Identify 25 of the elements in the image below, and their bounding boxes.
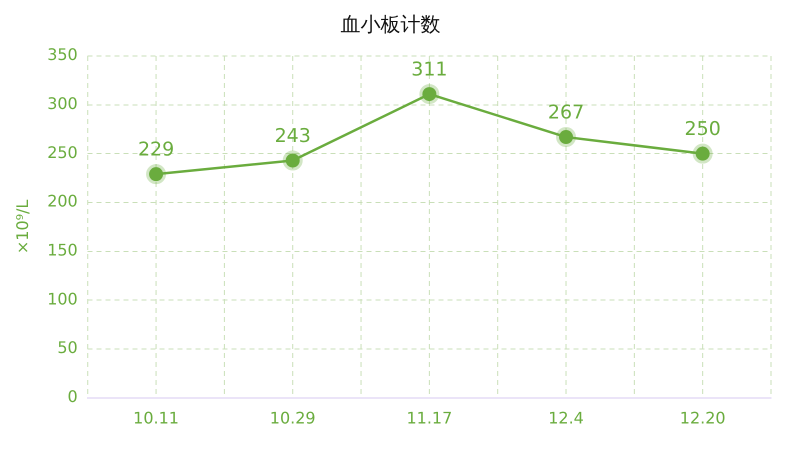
data-label: 267 bbox=[548, 101, 584, 124]
y-tick-label: 100 bbox=[47, 289, 78, 308]
y-tick-label: 300 bbox=[47, 94, 78, 113]
y-tick-label: 0 bbox=[68, 386, 78, 406]
data-label: 250 bbox=[684, 118, 721, 140]
data-label: 311 bbox=[411, 58, 448, 81]
y-tick-label: 350 bbox=[47, 45, 78, 64]
x-tick-label: 11.17 bbox=[406, 408, 452, 428]
point bbox=[146, 164, 166, 184]
y-tick-label: 250 bbox=[47, 142, 78, 162]
data-label: 243 bbox=[274, 124, 311, 147]
point bbox=[556, 127, 576, 148]
y-tick-label: 200 bbox=[47, 192, 78, 211]
x-tick-label: 10.11 bbox=[133, 408, 179, 428]
x-tick-label: 12.20 bbox=[680, 408, 726, 428]
x-tick-label: 12.4 bbox=[548, 408, 584, 428]
y-tick-label: 50 bbox=[57, 338, 78, 358]
data-label: 229 bbox=[138, 138, 174, 161]
point bbox=[419, 84, 440, 104]
point bbox=[282, 150, 303, 170]
y-axis-title: ×10⁹/L bbox=[12, 200, 32, 254]
point bbox=[692, 144, 713, 164]
y-tick-label: 150 bbox=[47, 240, 78, 260]
chart-title: 血小板计数 bbox=[340, 12, 440, 36]
x-tick-label: 10.29 bbox=[270, 408, 316, 428]
